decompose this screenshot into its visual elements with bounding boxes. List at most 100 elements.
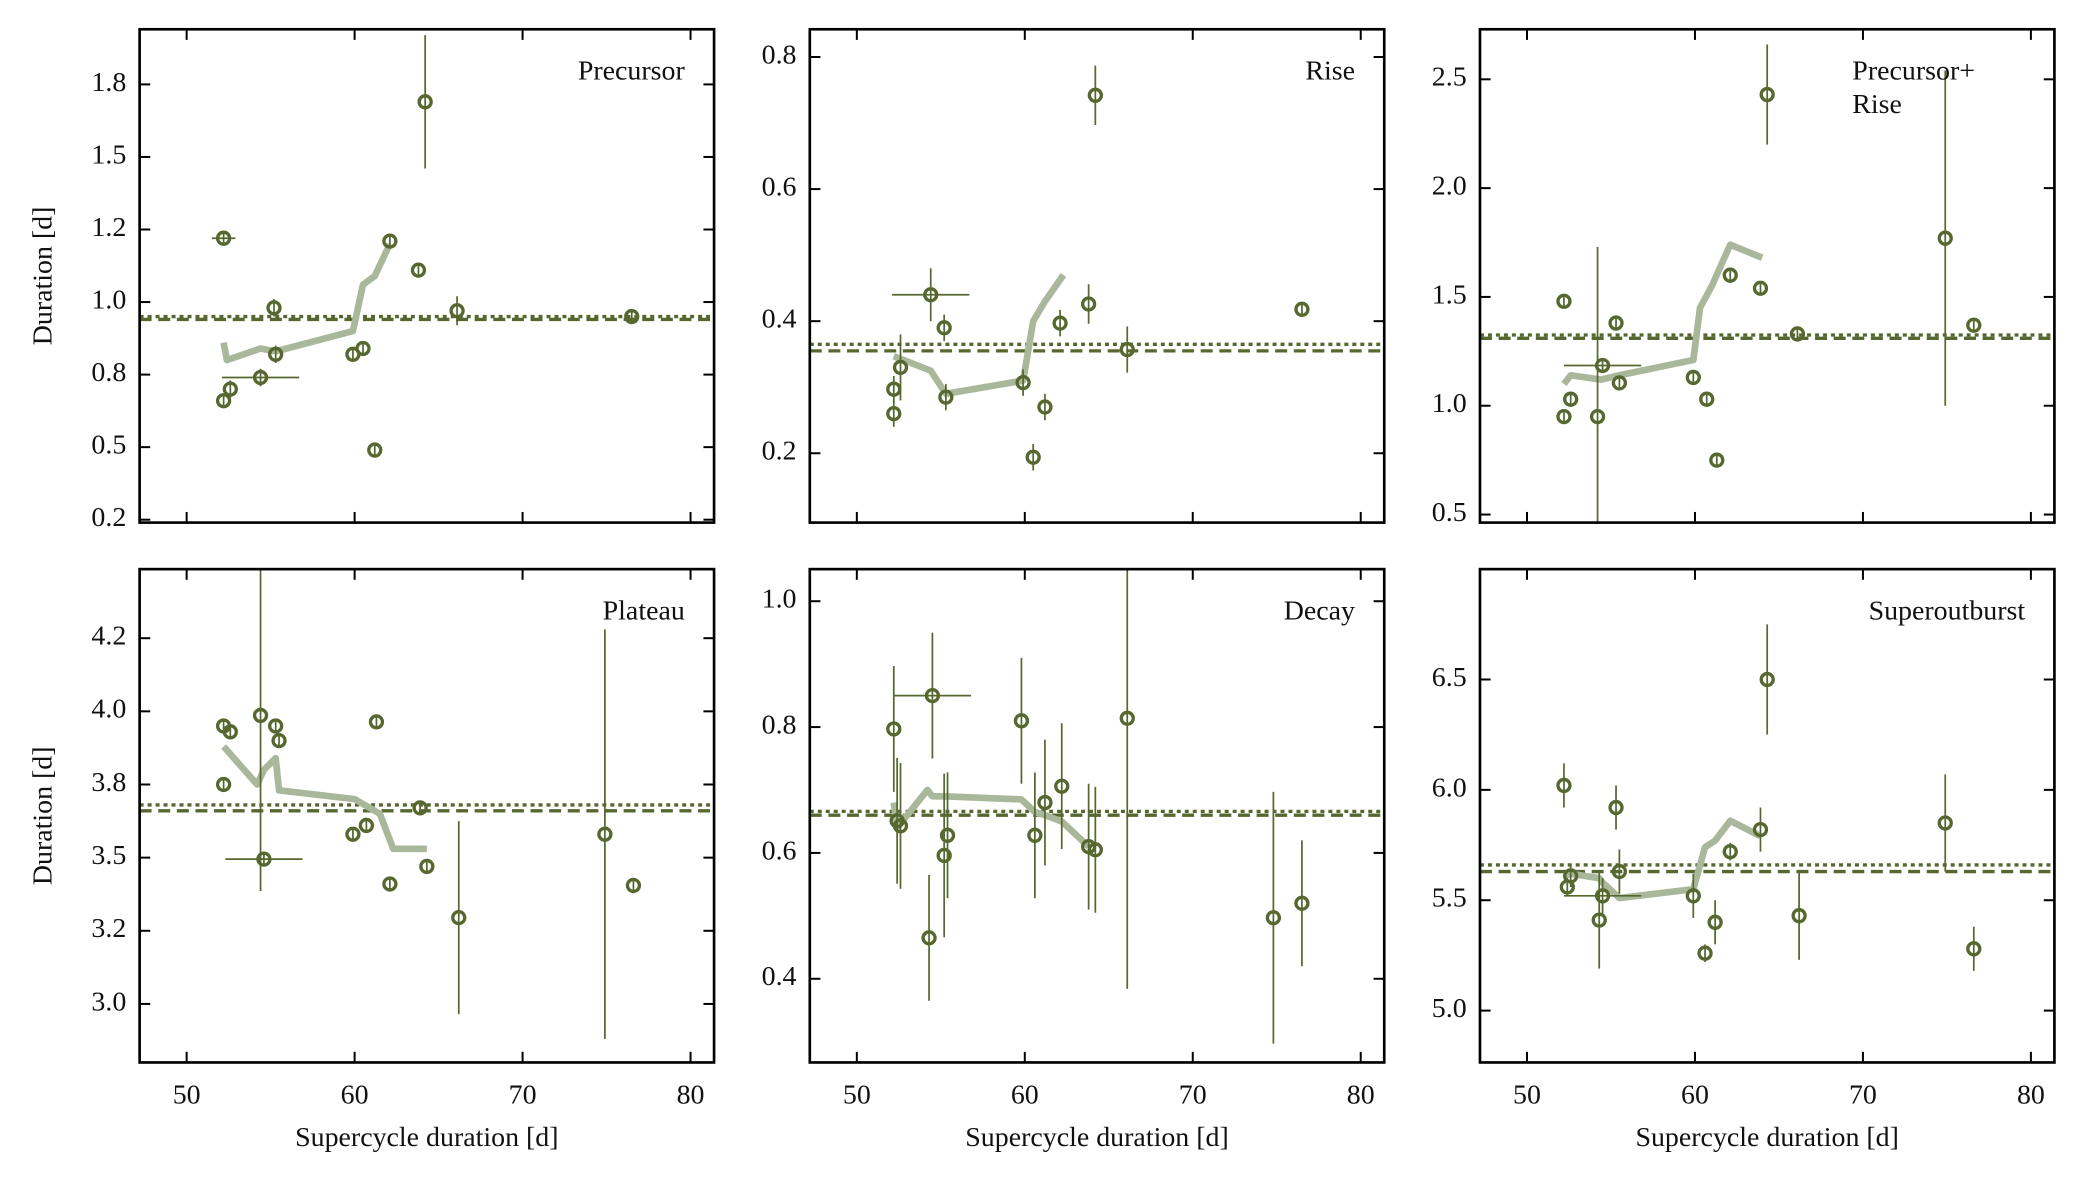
data-point <box>451 909 467 926</box>
panel-label: Rise <box>1305 56 1355 87</box>
x-axis-label: Supercycle duration [d] <box>295 1122 558 1153</box>
data-point <box>1937 815 1953 831</box>
trend-line <box>892 273 1067 398</box>
y-tick-label: 0.8 <box>91 357 126 388</box>
x-tick-label: 60 <box>1681 1079 1709 1110</box>
data-point <box>412 800 428 816</box>
data-point <box>1722 267 1738 283</box>
y-tick-label: 6.5 <box>1432 662 1467 693</box>
y-tick-label: 0.8 <box>762 39 797 70</box>
panel-label: Decay <box>1284 595 1355 626</box>
data-point <box>367 442 383 458</box>
y-tick-label: 3.0 <box>91 986 126 1017</box>
data-point <box>419 858 435 875</box>
data-point <box>256 851 272 867</box>
data-point <box>1611 375 1628 391</box>
data-point <box>266 300 282 316</box>
y-tick-label: 1.5 <box>91 139 126 170</box>
x-tick-label: 60 <box>341 1079 369 1110</box>
data-point <box>1052 315 1068 331</box>
y-tick-label: 4.2 <box>91 621 126 652</box>
data-point <box>215 230 232 246</box>
data-point <box>939 827 956 843</box>
x-tick-label: 60 <box>1011 1079 1039 1110</box>
data-point <box>1759 671 1775 688</box>
data-point <box>1087 87 1103 103</box>
data-point <box>1707 914 1723 930</box>
data-point <box>924 687 941 704</box>
data-point <box>597 826 613 842</box>
x-axis-label: Supercycle duration [d] <box>1635 1122 1898 1153</box>
y-tick-label: 1.0 <box>91 284 126 315</box>
axes-frame <box>808 27 1386 524</box>
data-point <box>1087 842 1103 858</box>
panel: 0.2 0.5 0.8 1.0 1.2 1.5 1.8 Precursor Duration [… <box>28 27 716 533</box>
y-tick-label: 0.2 <box>762 436 797 467</box>
y-axis-label: Duration [d] <box>28 207 59 346</box>
data-point <box>222 381 238 397</box>
y-tick-label: 2.0 <box>1432 171 1467 202</box>
x-axis-label: Supercycle duration [d] <box>965 1122 1228 1153</box>
x-tick-label: 50 <box>173 1079 201 1110</box>
data-point <box>1265 910 1282 926</box>
data-point <box>449 303 465 319</box>
axes-frame <box>1478 27 2056 524</box>
data-point <box>1294 301 1310 317</box>
panel: 50 60 70 80 3.0 3.2 3.5 3.8 4.0 4.2 Plateau Supercy… <box>28 567 716 1153</box>
data-point <box>1697 945 1713 961</box>
data-point <box>268 718 284 734</box>
data-point <box>1013 713 1030 729</box>
data-point <box>382 233 398 249</box>
data-point <box>1611 863 1628 880</box>
data-point <box>1119 710 1135 726</box>
y-tick-label: 1.0 <box>762 584 797 615</box>
data-point <box>1789 326 1806 342</box>
data-point <box>382 876 398 892</box>
y-tick-label: 3.2 <box>91 913 126 944</box>
y-tick-label: 0.6 <box>762 835 797 866</box>
panel-label: Precursor+ <box>1852 56 1975 87</box>
data-point <box>1608 799 1624 816</box>
y-tick-label: 1.5 <box>1432 279 1467 310</box>
axes-frame <box>1478 567 2056 1064</box>
data-point <box>215 776 232 793</box>
data-point <box>1594 357 1611 374</box>
data-point <box>1589 408 1606 425</box>
y-tick-label: 0.6 <box>762 171 797 202</box>
data-point <box>1027 827 1043 843</box>
panel: 0.5 1.0 1.5 2.0 2.5 Precursor+Rise <box>1432 27 2056 528</box>
data-point <box>1699 391 1715 407</box>
trend-line <box>220 242 393 364</box>
y-tick-label: 1.2 <box>91 212 126 243</box>
trend-line <box>890 786 1091 850</box>
panel-label: Plateau <box>603 595 685 626</box>
data-point <box>892 818 909 834</box>
data-point <box>1054 778 1070 794</box>
data-point <box>1759 86 1775 103</box>
data-point <box>268 346 284 362</box>
data-point <box>215 393 232 409</box>
axes-frame <box>808 567 1386 1064</box>
data-point <box>624 308 640 325</box>
data-point <box>358 817 375 834</box>
panel-label: Precursor <box>578 56 686 87</box>
y-tick-label: 5.5 <box>1432 883 1467 914</box>
data-point <box>886 405 902 422</box>
data-point <box>271 732 287 749</box>
x-tick-label: 70 <box>1849 1079 1877 1110</box>
y-tick-label: 1.8 <box>91 67 126 98</box>
trend-line <box>1561 241 1764 387</box>
data-point <box>1752 821 1769 838</box>
y-tick-label: 3.5 <box>91 840 126 871</box>
data-point <box>345 826 361 842</box>
y-tick-label: 1.0 <box>1432 388 1467 419</box>
data-point <box>1752 280 1769 296</box>
data-point <box>1966 317 1982 333</box>
panel: 50 60 70 80 0.4 0.6 0.8 1.0 Decay Supercycle dura… <box>762 567 1386 1153</box>
data-point <box>892 359 909 376</box>
data-point <box>938 389 954 405</box>
data-point <box>1037 794 1053 811</box>
data-point <box>923 287 939 303</box>
data-point <box>1937 230 1953 246</box>
